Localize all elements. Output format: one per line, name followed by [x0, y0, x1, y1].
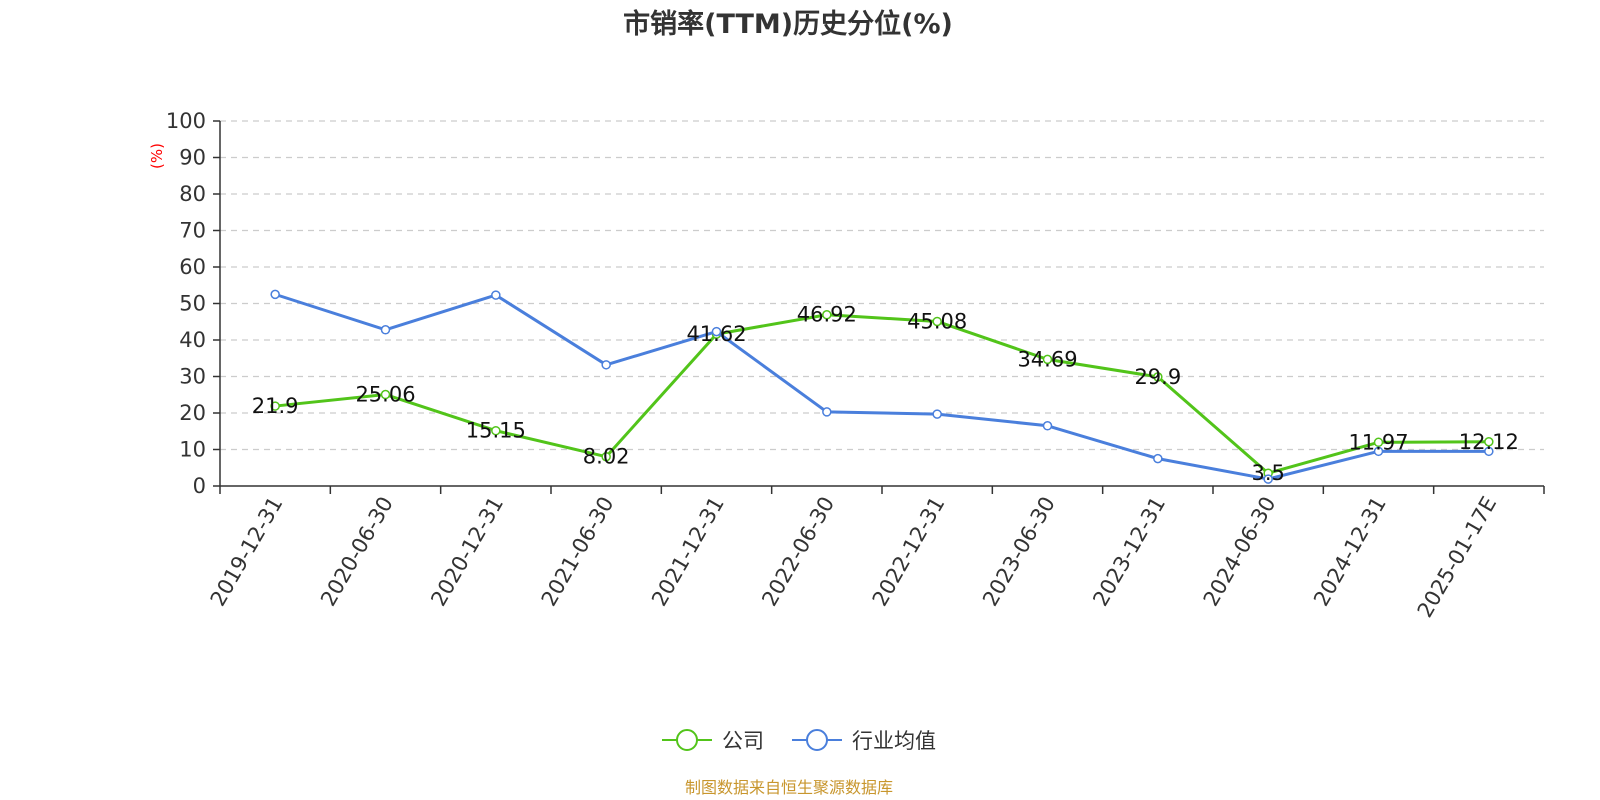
- y-unit-label: (%): [148, 143, 166, 169]
- data-label: 15.15: [466, 419, 526, 443]
- x-tick-label: 2024-12-31: [1309, 493, 1391, 611]
- legend-item-2[interactable]: 行业均值: [792, 729, 936, 753]
- data-labels: 21.9 25.06 15.15 8.02 41.62 46.92 45.08 34.69 29…: [252, 303, 1519, 485]
- x-tick-label: 2023-12-31: [1088, 493, 1170, 611]
- x-tick-label: 2020-06-30: [316, 493, 398, 611]
- gridlines: [220, 120, 1544, 451]
- x-tick-label: 2025-01-17E: [1413, 493, 1501, 622]
- data-label: 11.97: [1348, 430, 1408, 454]
- data-point: [601, 451, 611, 462]
- y-tick-label: 20: [179, 401, 206, 425]
- data-point: [1484, 446, 1494, 457]
- legend-label: 行业均值: [852, 729, 936, 753]
- data-point: [380, 389, 391, 400]
- data-label: 21.9: [252, 394, 299, 418]
- series-1: [270, 309, 1494, 478]
- y-tick-label: 40: [179, 328, 206, 352]
- series-line: [275, 313, 1489, 475]
- x-tick-label: 2022-06-30: [757, 493, 839, 611]
- data-point: [601, 360, 611, 370]
- legend[interactable]: 公司 行业均值: [662, 729, 936, 753]
- y-tick-label: 80: [179, 182, 206, 206]
- y-tick-label: 70: [179, 219, 206, 243]
- data-label: 46.92: [797, 303, 857, 327]
- legend-item-1[interactable]: 公司: [662, 729, 764, 753]
- data-point: [491, 425, 501, 436]
- data-point: [932, 316, 942, 327]
- y-tick-label: 60: [179, 255, 206, 279]
- y-tick-label: 0: [193, 474, 206, 498]
- source-note: 制图数据来自恒生聚源数据库: [685, 778, 893, 797]
- data-point: [1042, 421, 1053, 431]
- data-point: [1153, 453, 1163, 464]
- y-tick-label: 30: [179, 365, 206, 389]
- data-point: [1153, 372, 1163, 382]
- x-tick-label: 2020-12-31: [426, 493, 508, 611]
- series-2: [270, 289, 1494, 484]
- data-label: 25.06: [355, 383, 415, 407]
- x-tick-label: 2024-06-30: [1199, 493, 1281, 611]
- data-point: [491, 290, 501, 300]
- data-label: 41.62: [686, 322, 746, 346]
- data-point: [822, 407, 832, 417]
- series-lines: [270, 289, 1494, 484]
- data-point: [822, 309, 832, 320]
- legend-marker: [806, 729, 828, 751]
- y-tick-label: 50: [179, 292, 206, 316]
- legend-label: 公司: [722, 729, 764, 753]
- data-point: [1263, 474, 1273, 484]
- y-tick-label: 10: [179, 438, 206, 462]
- data-point: [270, 289, 280, 300]
- data-label: 8.02: [583, 445, 630, 469]
- data-point: [932, 409, 942, 419]
- series-line: [274, 292, 1489, 481]
- data-point: [1042, 354, 1053, 365]
- y-tick-label: 90: [179, 146, 206, 170]
- data-point: [1373, 437, 1384, 448]
- axes: 0 10 20 30 40 50 60 70 80 90 100 2019-12-31 2020-06-…: [166, 109, 1545, 622]
- x-tick-label: 2021-12-31: [647, 493, 729, 611]
- data-point: [380, 325, 391, 335]
- data-label: 3.5: [1251, 461, 1284, 485]
- data-point: [270, 401, 280, 411]
- data-point: [711, 326, 722, 337]
- x-tick-label: 2021-06-30: [537, 493, 619, 611]
- chart-title: 市销率(TTM)历史分位(%): [623, 8, 953, 40]
- data-point: [1484, 437, 1494, 447]
- y-tick-label: 100: [166, 109, 206, 133]
- x-tick-label: 2023-06-30: [978, 493, 1060, 611]
- legend-marker: [676, 729, 698, 751]
- x-tick-label: 2019-12-31: [206, 493, 288, 611]
- data-point: [1373, 446, 1384, 457]
- x-tick-label: 2022-12-31: [868, 493, 950, 611]
- data-label: 29.9: [1134, 365, 1181, 389]
- data-label: 45.08: [907, 309, 967, 333]
- data-label: 12.12: [1459, 430, 1519, 454]
- data-label: 34.69: [1017, 347, 1077, 371]
